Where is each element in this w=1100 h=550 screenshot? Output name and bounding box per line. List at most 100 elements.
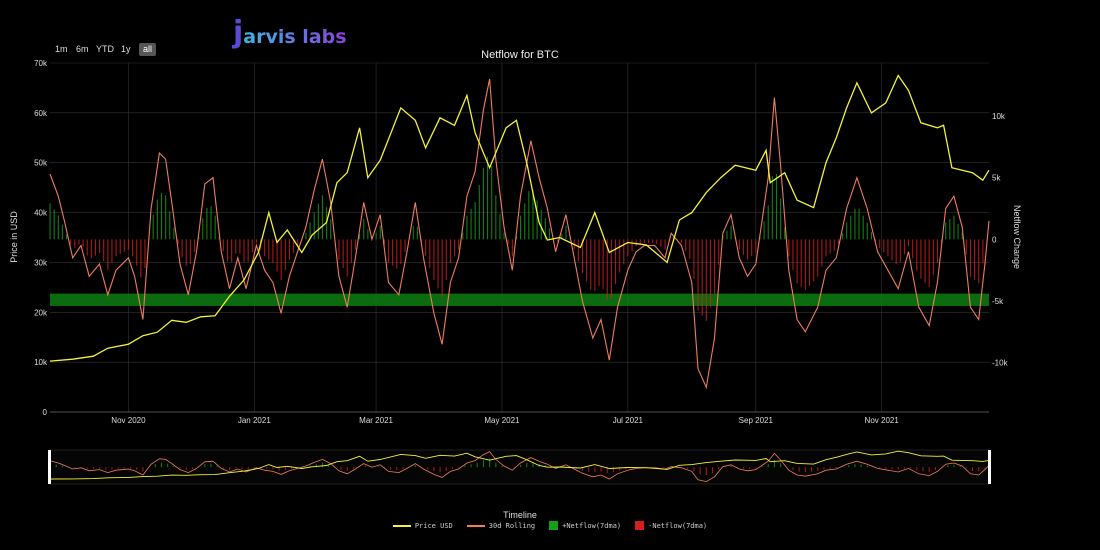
neg-netflow-bar	[70, 239, 72, 245]
neg-netflow-bar	[119, 239, 121, 255]
pos-netflow-bar	[961, 232, 963, 240]
range-button-1y[interactable]: 1y	[121, 44, 131, 54]
pos-netflow-bar	[771, 176, 773, 240]
neg-netflow-bar	[272, 239, 274, 264]
pos-netflow-bar	[854, 208, 856, 240]
nav-pos-bar	[167, 463, 169, 468]
pos-netflow-bar	[309, 222, 311, 240]
jarvis-labs-logo: j arvis labs	[233, 10, 347, 60]
pos-netflow-bar	[528, 191, 530, 240]
nav-neg-bar	[74, 467, 76, 469]
range-button-all[interactable]: all	[139, 43, 157, 56]
neg-netflow-bar	[755, 239, 757, 253]
navigator-handle-right[interactable]	[988, 450, 991, 484]
neg-netflow-bar	[90, 239, 92, 259]
neg-netflow-bar	[557, 239, 559, 243]
nav-pos-bar	[489, 458, 491, 468]
nav-pos-bar	[160, 462, 163, 468]
nav-pos-bar	[204, 464, 206, 468]
legend-item-pos-netflow[interactable]: +Netflow(7dma)	[549, 521, 621, 530]
pos-netflow-bar	[367, 229, 369, 240]
pos-netflow-bar	[495, 195, 497, 240]
nav-pos-bar	[173, 466, 175, 468]
nav-neg-bar	[396, 467, 398, 471]
nav-pos-bar	[414, 465, 416, 468]
x-tick-Mar 2021: Mar 2021	[359, 416, 393, 425]
pos-netflow-bar	[165, 195, 167, 240]
pos-netflow-bar	[499, 213, 501, 240]
nav-neg-bar	[451, 467, 454, 470]
y-tick-right--10k: -10k	[992, 359, 1009, 368]
neg-netflow-bar	[511, 239, 513, 257]
neg-netflow-bar	[284, 239, 286, 270]
nav-neg-bar	[284, 467, 286, 471]
pos-netflow-bar	[672, 237, 674, 240]
neg-netflow-bar	[817, 239, 819, 277]
nav-neg-bar	[123, 467, 125, 469]
neg-netflow-bar	[602, 239, 604, 290]
pos-netflow-bar	[313, 212, 315, 240]
neg-netflow-bar	[891, 239, 893, 261]
pos-netflow-bar	[379, 225, 381, 240]
nav-pos-bar	[780, 463, 782, 468]
nav-neg-bar	[402, 467, 404, 469]
legend-item-neg-netflow[interactable]: -Netflow(7dma)	[635, 521, 707, 530]
legend-item-price[interactable]: Price USD	[392, 521, 453, 530]
pos-netflow-bar	[540, 209, 542, 240]
nav-pos-bar	[526, 463, 528, 468]
range-button-6m[interactable]: 6m	[76, 44, 89, 54]
nav-neg-bar	[687, 467, 689, 469]
pos-netflow-bar	[953, 215, 955, 240]
navigator-handle-left[interactable]	[48, 450, 51, 484]
neg-netflow-bar	[276, 239, 278, 272]
pos-netflow-bar	[462, 232, 464, 240]
neg-netflow-bar	[387, 239, 390, 264]
neg-netflow-bar	[594, 239, 596, 292]
neg-netflow-bar	[74, 239, 76, 248]
nav-neg-bar	[804, 467, 806, 473]
y-tick-left-30k: 30k	[34, 258, 48, 267]
y-tick-left-40k: 40k	[34, 209, 48, 218]
neg-netflow-bar	[920, 239, 922, 279]
neg-netflow-bar	[606, 239, 608, 301]
nav-neg-bar	[879, 467, 881, 469]
nav-pos-bar	[501, 465, 503, 468]
neg-netflow-bar	[247, 239, 249, 262]
neg-netflow-bar	[747, 239, 749, 260]
support-band	[50, 293, 989, 306]
pos-netflow-bar	[169, 211, 171, 240]
pos-netflow-bar	[202, 218, 204, 240]
nav-pos-bar	[216, 465, 218, 468]
neg-netflow-bar	[251, 239, 253, 253]
nav-pos-bar	[520, 464, 522, 468]
pos-netflow-bar	[767, 205, 769, 240]
pos-netflow-bar	[544, 218, 546, 240]
neg-netflow-bar	[82, 239, 84, 247]
neg-netflow-bar	[681, 239, 683, 243]
nav-pos-bar	[321, 462, 324, 468]
neg-netflow-bar	[676, 239, 678, 241]
neg-netflow-bar	[664, 239, 666, 250]
nav-pos-bar	[495, 462, 497, 468]
pos-netflow-bar	[466, 215, 468, 240]
x-tick-Nov 2020: Nov 2020	[111, 416, 146, 425]
nav-neg-bar	[439, 467, 441, 473]
pos-netflow-bar	[858, 208, 860, 240]
pos-netflow-bar	[152, 214, 154, 240]
pos-netflow-bar	[780, 198, 782, 240]
nav-pos-bar	[848, 465, 850, 468]
legend-item-rolling[interactable]: 30d Rolling	[466, 521, 535, 530]
neg-netflow-bar	[639, 239, 641, 245]
range-button-ytd[interactable]: YTD	[96, 44, 114, 54]
pos-netflow-bar	[532, 190, 534, 240]
neg-netflow-bar	[635, 239, 637, 247]
range-button-1m[interactable]: 1m	[55, 44, 68, 54]
nav-neg-bar	[823, 467, 825, 470]
neg-netflow-bar	[652, 239, 654, 243]
rolling-line	[49, 78, 990, 390]
neg-netflow-bar	[280, 239, 282, 281]
neg-netflow-bar	[144, 239, 146, 269]
neg-netflow-bar	[689, 239, 691, 260]
nav-neg-bar	[581, 467, 584, 471]
